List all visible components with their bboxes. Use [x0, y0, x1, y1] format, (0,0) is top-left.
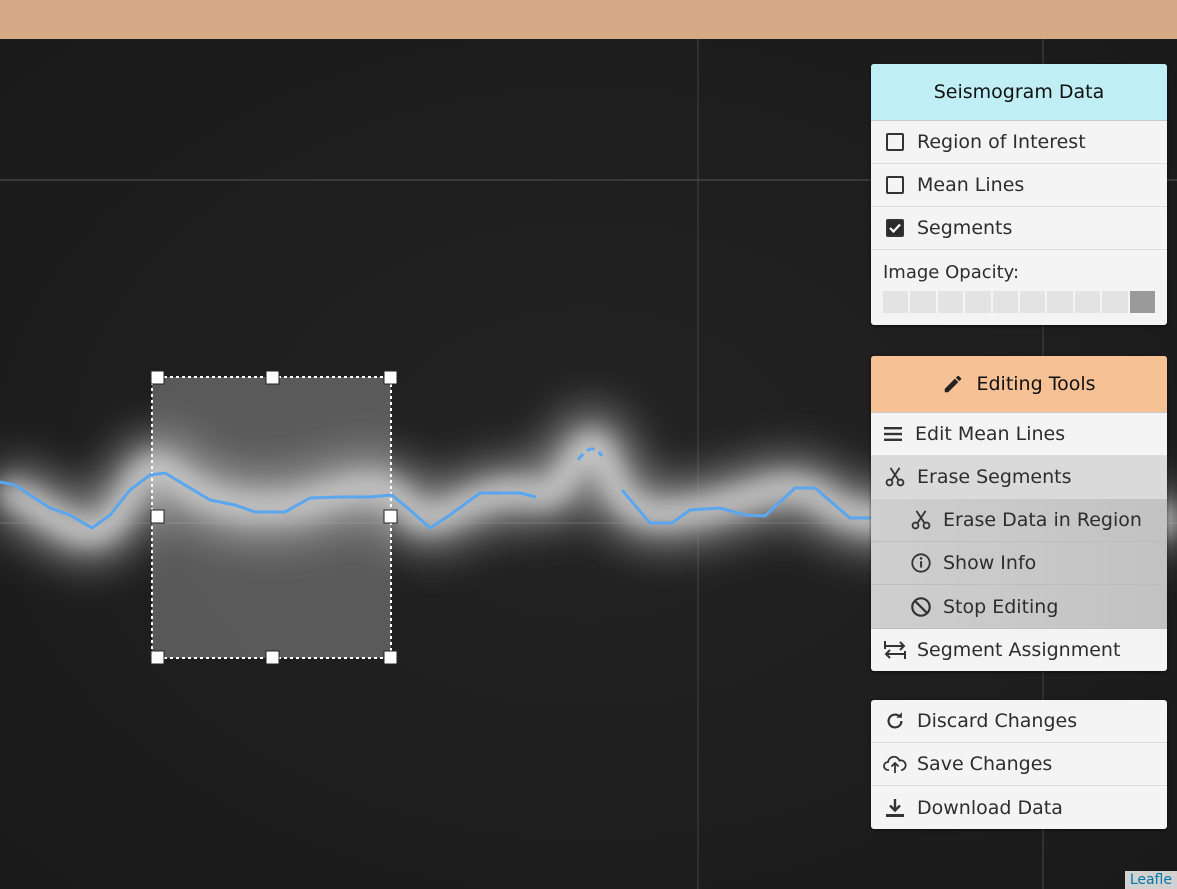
leaflet-attribution-link[interactable]: Leafle — [1124, 871, 1177, 889]
resize-handle-w[interactable] — [150, 509, 165, 524]
opacity-step[interactable] — [883, 291, 909, 313]
resize-handle-n[interactable] — [265, 370, 280, 385]
erase-data-in-region-button[interactable]: Erase Data in Region — [871, 499, 1167, 542]
erase-segments-button[interactable]: Erase Segments — [871, 456, 1167, 499]
editing-tools-header[interactable]: Editing Tools — [871, 356, 1167, 413]
seismogram-data-panel: Seismogram Data Region of Interest Mean … — [871, 64, 1167, 325]
discard-changes-button[interactable]: Discard Changes — [871, 700, 1167, 743]
erase-segments-label: Erase Segments — [917, 466, 1072, 488]
image-opacity-label: Image Opacity: — [883, 262, 1020, 283]
opacity-step[interactable] — [1020, 291, 1046, 313]
opacity-step[interactable] — [1074, 291, 1101, 313]
refresh-icon — [883, 709, 907, 733]
menu-lines-icon — [881, 422, 905, 446]
layer-label: Segments — [917, 217, 1013, 239]
layer-region-of-interest[interactable]: Region of Interest — [871, 121, 1167, 164]
stop-editing-button[interactable]: Stop Editing — [871, 585, 1167, 628]
segment-assignment-button[interactable]: Segment Assignment — [871, 628, 1167, 671]
layer-segments[interactable]: Segments — [871, 207, 1167, 250]
layer-label: Region of Interest — [917, 131, 1086, 153]
save-changes-button[interactable]: Save Changes — [871, 743, 1167, 786]
editing-tools-panel: Editing Tools Edit Mean Lines Erase Segm… — [871, 356, 1167, 671]
opacity-step[interactable] — [1102, 291, 1128, 313]
trace-core — [0, 433, 1177, 543]
pencil-icon — [942, 373, 964, 395]
image-opacity-control: Image Opacity: — [871, 250, 1167, 325]
image-opacity-slider[interactable] — [883, 291, 1156, 313]
save-changes-label: Save Changes — [917, 753, 1053, 775]
scissors-icon — [909, 508, 933, 532]
resize-handle-se[interactable] — [383, 650, 398, 665]
scissors-icon — [883, 465, 907, 489]
download-data-button[interactable]: Download Data — [871, 786, 1167, 829]
download-data-label: Download Data — [917, 796, 1063, 819]
discard-changes-label: Discard Changes — [917, 710, 1078, 732]
cloud-upload-icon — [883, 752, 907, 776]
trace-segment-3 — [620, 486, 871, 525]
edit-mean-lines-label: Edit Mean Lines — [915, 423, 1066, 445]
segment-assignment-label: Segment Assignment — [917, 639, 1121, 661]
show-info-button[interactable]: Show Info — [871, 542, 1167, 585]
info-icon — [909, 551, 933, 575]
seismogram-data-title: Seismogram Data — [871, 64, 1167, 121]
resize-handle-s[interactable] — [265, 650, 280, 665]
layer-mean-lines[interactable]: Mean Lines — [871, 164, 1167, 207]
stop-editing-label: Stop Editing — [943, 595, 1059, 618]
top-bar — [0, 0, 1177, 39]
opacity-step-selected[interactable] — [1129, 291, 1156, 313]
resize-handle-e[interactable] — [383, 509, 398, 524]
actions-panel: Discard Changes Save Changes Download Da… — [871, 700, 1167, 829]
edit-mean-lines-button[interactable]: Edit Mean Lines — [871, 413, 1167, 456]
trace-segment-1 — [0, 471, 537, 530]
checkbox-unchecked-icon[interactable] — [886, 133, 904, 151]
resize-handle-ne[interactable] — [383, 370, 398, 385]
selection-rectangle — [151, 376, 392, 659]
trace-segment-2 — [576, 447, 604, 461]
resize-handle-nw[interactable] — [150, 370, 165, 385]
erase-segments-submenu: Erase Data in Region Show Info Stop Edit… — [871, 499, 1167, 628]
opacity-step[interactable] — [1047, 291, 1073, 313]
editing-tools-title: Editing Tools — [976, 373, 1096, 395]
layer-label: Mean Lines — [917, 174, 1025, 196]
download-icon — [883, 796, 907, 820]
opacity-step[interactable] — [910, 291, 936, 313]
ban-icon — [909, 595, 933, 619]
resize-handle-sw[interactable] — [150, 650, 165, 665]
checkbox-unchecked-icon[interactable] — [886, 176, 904, 194]
opacity-step[interactable] — [965, 291, 991, 313]
opacity-step[interactable] — [992, 291, 1019, 313]
opacity-step[interactable] — [937, 291, 964, 313]
swap-arrows-icon — [883, 638, 907, 662]
selection-handles — [150, 370, 398, 665]
seismogram-image — [0, 39, 1177, 889]
checkbox-checked-icon[interactable] — [886, 219, 904, 237]
erase-data-in-region-label: Erase Data in Region — [943, 509, 1142, 531]
show-info-label: Show Info — [943, 552, 1037, 574]
